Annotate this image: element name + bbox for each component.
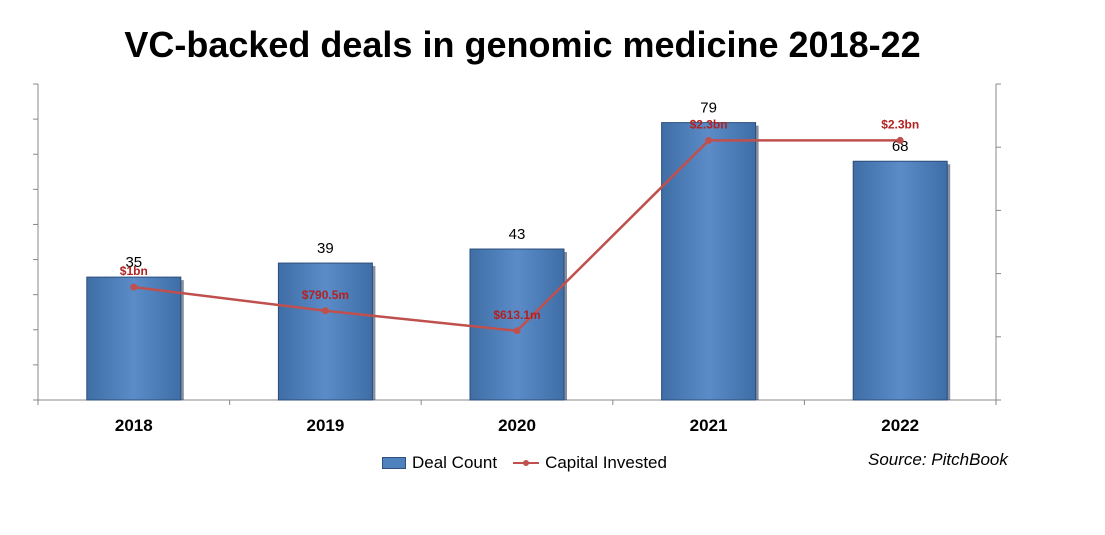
legend-label-capital-invested: Capital Invested	[545, 453, 667, 472]
line-value-label: $2.3bn	[690, 117, 728, 131]
bar-2022	[852, 160, 948, 401]
bar-data-labels: 35 39 43 79 68	[125, 100, 908, 271]
legend: Deal Count Capital Invested	[382, 453, 683, 473]
legend-item-deal-count: Deal Count	[382, 453, 497, 473]
line-value-label: $613.1m	[493, 308, 540, 322]
line-value-label: $1bn	[120, 264, 148, 278]
line-point-2022	[896, 136, 904, 144]
bar-value-label: 43	[509, 226, 526, 243]
legend-item-capital-invested: Capital Invested	[513, 453, 667, 473]
legend-line-swatch	[513, 458, 540, 468]
line-value-label: $790.5m	[302, 288, 349, 302]
bar-value-label: 39	[317, 240, 334, 257]
line-value-label: $2.3bn	[881, 117, 919, 131]
legend-label-deal-count: Deal Count	[412, 453, 498, 472]
bar-series	[86, 122, 951, 401]
bar-2021	[661, 122, 757, 401]
bar-2018	[86, 276, 182, 401]
bar-value-label: 68	[892, 138, 909, 155]
line-series	[130, 136, 904, 335]
bar-2020	[469, 248, 565, 401]
line-point-2021	[705, 136, 713, 144]
line-point-2020	[513, 327, 521, 335]
line-data-labels: $1bn $790.5m $613.1m $2.3bn $2.3bn	[120, 117, 919, 321]
line-point-2019	[321, 307, 329, 315]
bar-value-label: 35	[125, 254, 142, 271]
x-tick-label: 2019	[306, 416, 344, 435]
x-tick-label: 2020	[498, 416, 536, 435]
x-tick-label: 2022	[881, 416, 919, 435]
line-point-2018	[130, 283, 138, 291]
x-tick-labels: 2018 2019 2020 2021 2022	[115, 416, 919, 435]
bar-2019	[277, 262, 373, 401]
source-note: Source: PitchBook	[868, 450, 1008, 469]
legend-bar-swatch	[382, 457, 406, 469]
bar-value-label: 79	[700, 100, 717, 117]
chart-title: VC-backed deals in genomic medicine 2018…	[124, 24, 921, 65]
x-tick-label: 2018	[115, 416, 153, 435]
x-tick-label: 2021	[690, 416, 728, 435]
